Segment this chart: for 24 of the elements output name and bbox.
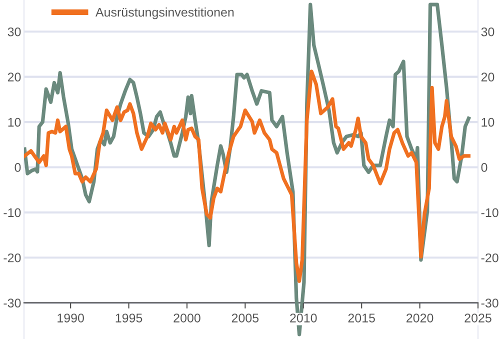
y2-tick-label: 30 (481, 27, 494, 36)
x-tick-label: 2005 (232, 314, 259, 322)
y2-tick-label: -20 (481, 253, 498, 262)
y-tick-label: -10 (4, 208, 21, 218)
x-tick-label: 2020 (406, 314, 434, 322)
y2-tick-label: 20 (481, 72, 494, 82)
y2-tick-label: 0 (481, 163, 488, 172)
x-tick-label: 2015 (348, 314, 375, 322)
x-tick-label: 1990 (58, 314, 84, 322)
y2-tick-label: -10 (481, 208, 498, 218)
y-tick-label: 20 (8, 72, 21, 82)
x-tick-label: 2010 (290, 314, 317, 322)
y-tick-label: -20 (4, 253, 21, 262)
x-tick-label: 2000 (174, 314, 200, 322)
y2-tick-label: 10 (482, 118, 494, 127)
x-tick-label: 2025 (464, 314, 492, 322)
legend-label: Ausrüstungsinvestitionen (95, 8, 234, 20)
y-tick-label: -30 (4, 298, 21, 308)
y-tick-label: 0 (14, 163, 21, 172)
y-tick-label: 10 (8, 118, 21, 127)
y2-tick-label: -30 (481, 298, 498, 308)
line-series (24, 70, 470, 283)
y-tick-label: 30 (8, 27, 21, 36)
x-tick-label: 1995 (116, 314, 142, 322)
